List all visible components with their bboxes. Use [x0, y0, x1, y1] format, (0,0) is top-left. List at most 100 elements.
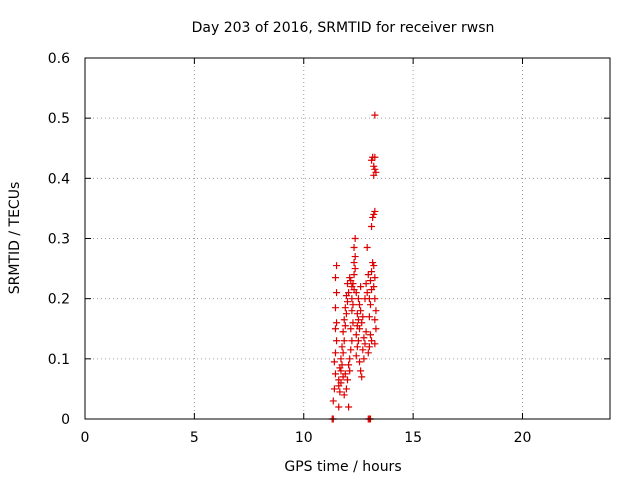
- data-point-marker: [344, 298, 351, 306]
- data-point-marker: [340, 316, 348, 324]
- data-point-marker: [366, 277, 374, 285]
- data-point-marker: [353, 322, 361, 330]
- data-point-marker: [331, 274, 339, 282]
- data-point-marker: [366, 301, 374, 309]
- x-tick-labels: 0 5 10 15 20: [81, 430, 532, 446]
- data-point-marker: [359, 313, 367, 321]
- data-point-marker: [361, 340, 369, 348]
- data-point-marker: [363, 289, 371, 297]
- data-point-marker: [370, 262, 378, 270]
- y-tick-label: 0: [61, 412, 70, 428]
- data-point-marker: [354, 295, 362, 303]
- data-point-marker: [371, 295, 379, 303]
- data-point-marker: [349, 319, 357, 327]
- data-point-marker: [333, 262, 341, 270]
- data-point-marker: [348, 295, 356, 303]
- data-point-marker: [330, 358, 338, 366]
- data-point-marker: [351, 235, 359, 242]
- data-point-marker: [366, 331, 374, 339]
- axis-ticks: [84, 57, 610, 420]
- data-point-marker: [357, 283, 365, 291]
- chart-title: Day 203 of 2016, SRMTID for receiver rws…: [192, 20, 495, 36]
- data-point-marker: [371, 207, 379, 215]
- data-point-marker: [338, 343, 346, 351]
- y-tick-label: 0.1: [48, 352, 70, 368]
- data-point-marker: [364, 349, 372, 357]
- data-point-marker: [346, 274, 354, 282]
- data-point-marker: [368, 156, 376, 164]
- x-tick-label: 10: [295, 430, 313, 446]
- data-point-marker: [348, 307, 356, 315]
- data-point-marker: [345, 403, 353, 411]
- data-point-marker: [371, 111, 379, 119]
- data-point-marker: [341, 304, 349, 312]
- data-point-marker: [331, 370, 339, 378]
- data-point-marker: [345, 361, 353, 369]
- data-point-marker: [371, 340, 379, 348]
- data-point-marker: [371, 153, 379, 161]
- data-point-marker: [345, 289, 353, 297]
- data-point-marker: [342, 385, 350, 393]
- y-tick-labels: 0 0.1 0.2 0.3 0.4 0.5 0.6: [48, 51, 70, 428]
- data-point-marker: [368, 337, 376, 345]
- data-point-marker: [354, 337, 362, 345]
- data-point-marker: [357, 307, 365, 315]
- data-point-marker: [331, 304, 339, 312]
- data-point-marker: [335, 403, 343, 411]
- x-axis-label: GPS time / hours: [284, 459, 401, 475]
- data-point-marker: [333, 289, 341, 297]
- data-point-marker: [368, 268, 376, 276]
- data-point-marker: [362, 328, 370, 336]
- data-point-marker: [336, 388, 344, 396]
- data-point-marker: [340, 391, 348, 399]
- data-point-marker: [341, 322, 349, 330]
- x-tick-label: 5: [190, 430, 199, 446]
- data-point-marker: [356, 301, 364, 309]
- y-axis-label: SRMTID / TECUs: [7, 182, 23, 295]
- data-point-marker: [350, 259, 358, 267]
- data-point-marker: [371, 165, 379, 173]
- data-point-marker: [339, 349, 347, 357]
- data-point-marker: [360, 334, 368, 342]
- data-point-marker: [369, 259, 377, 267]
- data-point-marker: [358, 319, 366, 327]
- data-point-marker: [357, 367, 365, 375]
- data-point-marker: [363, 244, 371, 252]
- data-point-marker: [360, 355, 368, 363]
- data-point-marker: [339, 328, 347, 336]
- data-point-marker: [347, 325, 355, 333]
- data-point-marker: [372, 168, 380, 176]
- data-point-marker: [371, 274, 379, 282]
- y-tick-label: 0.6: [48, 51, 70, 67]
- data-point-marker: [341, 370, 349, 378]
- data-point-marker: [365, 313, 373, 321]
- data-point-marker: [370, 283, 378, 291]
- data-point-marker: [359, 346, 367, 354]
- data-point-marker: [349, 301, 357, 309]
- data-point-marker: [337, 379, 345, 387]
- data-point-marker: [358, 373, 366, 381]
- data-point-marker: [342, 310, 350, 318]
- data-point-marker: [351, 265, 359, 273]
- data-point-marker: [354, 316, 362, 324]
- data-point-marker: [353, 343, 361, 351]
- data-point-marker: [370, 210, 378, 218]
- y-tick-label: 0.4: [48, 171, 70, 187]
- data-point-marker: [362, 280, 370, 288]
- data-point-marker: [338, 361, 346, 369]
- data-point-marker: [372, 307, 380, 315]
- data-point-marker: [346, 367, 354, 375]
- data-point-marker: [371, 316, 379, 324]
- data-point-marker: [340, 337, 348, 345]
- y-tick-label: 0.5: [48, 111, 70, 127]
- data-point-marker: [356, 358, 364, 366]
- data-point-marker: [329, 397, 337, 405]
- data-point-marker: [333, 337, 341, 345]
- y-tick-label: 0.2: [48, 292, 70, 308]
- data-point-marker: [352, 331, 360, 339]
- grid-lines: [85, 58, 610, 419]
- data-point-marker: [347, 277, 355, 285]
- data-point-marker: [368, 222, 376, 230]
